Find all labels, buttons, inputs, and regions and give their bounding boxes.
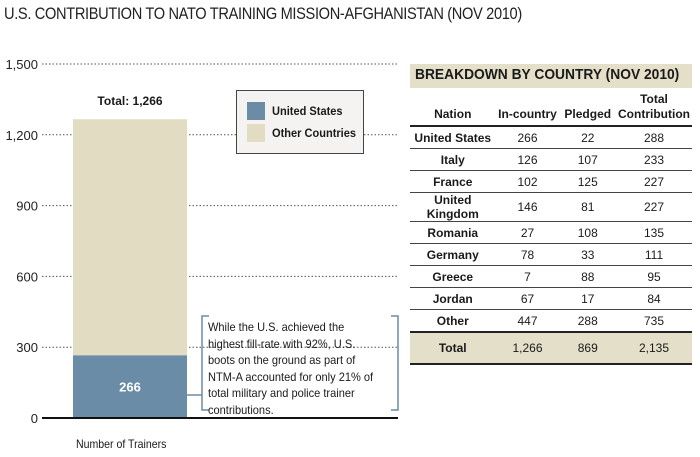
cell-nation: Jordan (410, 287, 496, 310)
header-line: Contribution (618, 107, 690, 121)
cell-in-country: 27 (495, 221, 560, 244)
y-tick-label: 300 (16, 340, 38, 355)
cell-total: 233 (616, 148, 692, 171)
y-tick-label: 0 (31, 411, 38, 426)
cell-nation: United Kingdom (410, 192, 496, 222)
cell-total: 2,135 (616, 331, 692, 365)
column-header-nation: Nation (434, 107, 472, 121)
cell-pledged: 107 (559, 148, 617, 171)
cell-total: 227 (616, 192, 692, 222)
legend-label: United States (272, 104, 343, 118)
cell-in-country: 146 (495, 192, 560, 222)
table-row: Germany 78 33 111 (410, 243, 692, 266)
bracket-right (391, 315, 399, 411)
cell-in-country: 1,266 (495, 331, 560, 365)
column-header-total-contribution: Total Contribution (616, 92, 692, 126)
cell-in-country: 78 (495, 243, 560, 266)
cell-nation: Romania (410, 221, 496, 244)
cell-pledged: 869 (559, 331, 617, 365)
annotation-note: While the U.S. achieved the highest fill… (200, 317, 400, 417)
column-header-in-country: In-country (498, 107, 557, 121)
legend-swatch-united-states (247, 102, 265, 120)
total-label: Total: 1,266 (97, 94, 162, 108)
y-tick-label: 900 (16, 199, 38, 214)
cell-total: 735 (616, 309, 692, 333)
y-tick-label: 1,200 (5, 128, 38, 143)
table-title: BREAKDOWN BY COUNTRY (NOV 2010) (415, 66, 680, 83)
cell-nation: Germany (410, 243, 496, 266)
cell-pledged: 108 (559, 221, 617, 244)
cell-pledged: 17 (559, 287, 617, 310)
table-total-row: Total 1,266 869 2,135 (410, 331, 692, 365)
cell-total: 111 (616, 243, 692, 266)
legend-swatch-other-countries (247, 124, 265, 142)
table-row: United Kingdom 146 81 227 (410, 192, 692, 222)
table-row: Jordan 67 17 84 (410, 287, 692, 310)
cell-nation: France (410, 170, 496, 193)
table-title-bar: BREAKDOWN BY COUNTRY (NOV 2010) (410, 64, 692, 88)
annotation-text: While the U.S. achieved the highest fill… (208, 320, 374, 417)
y-tick-label: 600 (16, 269, 38, 284)
cell-pledged: 125 (559, 170, 617, 193)
breakdown-table: Nation In-country Pledged Total Contribut… (410, 92, 692, 365)
table-row: United States 266 22 288 (410, 126, 692, 149)
cell-nation: Other (410, 309, 496, 333)
cell-total: 135 (616, 221, 692, 244)
column-header-pledged: Pledged (564, 107, 612, 121)
legend-label: Other Countries (272, 126, 357, 140)
cell-total: 84 (616, 287, 692, 310)
chart-title: U.S. CONTRIBUTION TO NATO TRAINING MISSI… (4, 4, 522, 23)
bar-segment-other-countries (73, 119, 187, 356)
cell-pledged: 22 (559, 126, 617, 149)
cell-pledged: 88 (559, 265, 617, 288)
cell-nation: United States (410, 126, 496, 149)
cell-nation: Italy (410, 148, 496, 171)
table-row: Italy 126 107 233 (410, 148, 692, 171)
cell-pledged: 288 (559, 309, 617, 333)
bar-segment-united-states (73, 355, 187, 418)
bracket-left (201, 315, 209, 411)
cell-nation: Total (410, 331, 496, 365)
header-line: Total (640, 92, 668, 106)
bar-value-label-us: 266 (119, 380, 141, 395)
cell-nation: Greece (410, 265, 496, 288)
cell-total: 288 (616, 126, 692, 149)
cell-pledged: 33 (559, 243, 617, 266)
y-axis-ticks: 0 300 600 900 1,200 1,500 (5, 57, 38, 426)
cell-in-country: 67 (495, 287, 560, 310)
legend-item-other-countries: Other Countries (247, 124, 363, 142)
bars (73, 119, 187, 418)
cell-in-country: 7 (495, 265, 560, 288)
legend: United States Other Countries (236, 90, 364, 154)
table-row: Romania 27 108 135 (410, 221, 692, 244)
cell-in-country: 102 (495, 170, 560, 193)
legend-item-united-states: United States (247, 102, 349, 120)
x-axis-label: Number of Trainers (76, 437, 167, 451)
cell-in-country: 447 (495, 309, 560, 333)
cell-in-country: 126 (495, 148, 560, 171)
table-row: Other 447 288 735 (410, 309, 692, 333)
y-tick-label: 1,500 (5, 57, 38, 72)
cell-pledged: 81 (559, 192, 617, 222)
table-row: Greece 7 88 95 (410, 265, 692, 288)
table-row: France 102 125 227 (410, 170, 692, 193)
cell-total: 95 (616, 265, 692, 288)
cell-total: 227 (616, 170, 692, 193)
cell-in-country: 266 (495, 126, 560, 149)
table-header-row: Nation In-country Pledged Total Contribut… (410, 92, 692, 126)
annotation-bracket (187, 315, 399, 411)
